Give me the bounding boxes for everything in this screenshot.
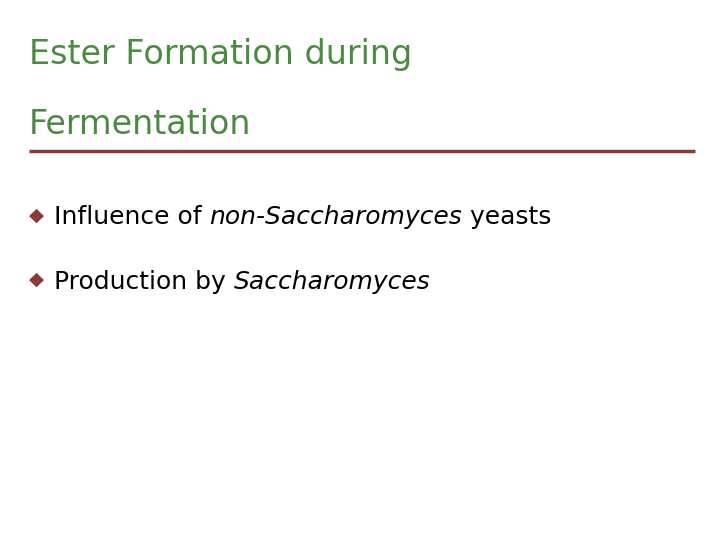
Text: Fermentation: Fermentation bbox=[29, 108, 251, 141]
Text: Ester Formation during: Ester Formation during bbox=[29, 38, 412, 71]
Text: non-Saccharomyces: non-Saccharomyces bbox=[210, 205, 462, 229]
Text: Influence of: Influence of bbox=[54, 205, 210, 229]
Text: Saccharomyces: Saccharomyces bbox=[234, 270, 431, 294]
Text: ◆: ◆ bbox=[29, 205, 44, 224]
Text: yeasts: yeasts bbox=[462, 205, 552, 229]
Text: ◆: ◆ bbox=[29, 270, 44, 289]
Text: Production by: Production by bbox=[54, 270, 234, 294]
